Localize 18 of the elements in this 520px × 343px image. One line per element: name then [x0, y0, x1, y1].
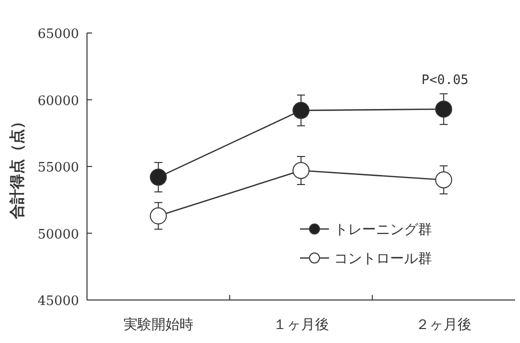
point	[435, 171, 452, 188]
y-tick-label: 65000	[38, 27, 79, 42]
annotation: P<0.05	[422, 73, 468, 88]
x-tick-label: ２ヶ月後	[416, 317, 472, 333]
legend-label: トレーニング群	[334, 222, 432, 238]
y-axis-title: 合計得点（点）	[8, 114, 26, 220]
point	[150, 168, 167, 186]
x-tick-label: １ヶ月後	[273, 317, 329, 333]
point	[150, 207, 167, 224]
y-tick-label: 60000	[38, 94, 79, 109]
y-tick-label: 50000	[38, 227, 79, 242]
point	[292, 102, 310, 119]
x-tick-label: 実験開始時	[123, 317, 194, 333]
point	[292, 162, 310, 180]
legend-label: コントロール群	[334, 251, 432, 267]
point	[435, 100, 452, 118]
y-tick-label: 55000	[38, 160, 79, 176]
y-tick-label: 45000	[38, 294, 79, 309]
